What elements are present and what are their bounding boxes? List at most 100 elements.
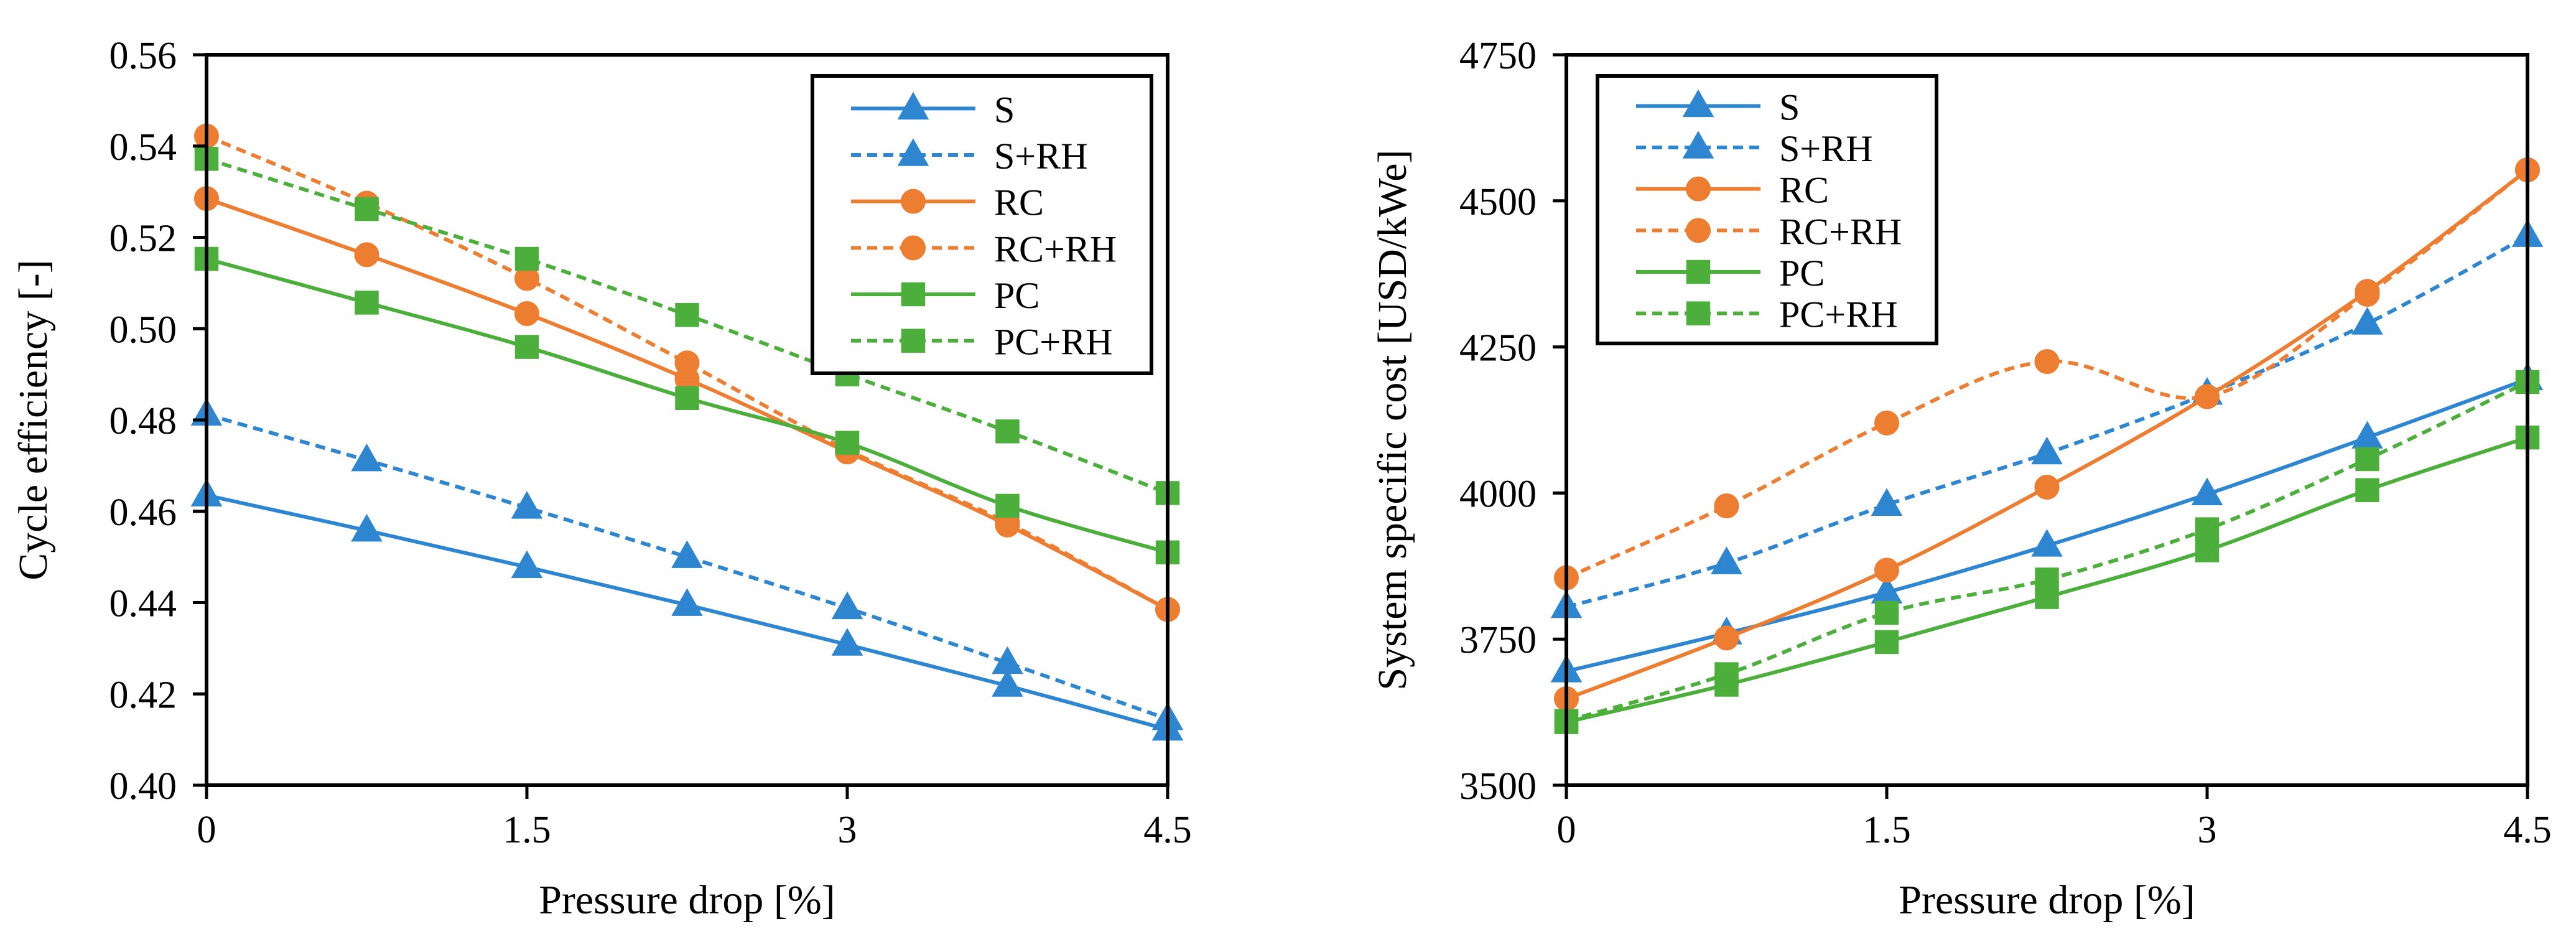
- plot-area: [1565, 53, 2529, 787]
- x-tick-label: 4.5: [2503, 809, 2552, 851]
- legend-label: S: [994, 89, 1015, 130]
- data-point: [835, 431, 860, 455]
- data-point: [1714, 625, 1739, 651]
- data-point: [2195, 538, 2220, 562]
- data-point: [1874, 630, 1899, 655]
- x-axis-label: Pressure drop [%]: [1899, 877, 2195, 923]
- data-point: [2195, 517, 2220, 541]
- data-point: [675, 302, 699, 327]
- x-tick-label: 1.5: [1862, 809, 1911, 851]
- x-tick-label: 0: [197, 809, 216, 851]
- data-point: [992, 669, 1023, 697]
- data-point: [1874, 600, 1899, 625]
- legend-label: RC: [1779, 170, 1829, 211]
- y-tick-label: 0.54: [109, 126, 177, 169]
- data-point: [674, 350, 700, 376]
- data-point: [2035, 567, 2059, 592]
- y-axis-label: Cycle efficiency [-]: [11, 259, 56, 581]
- data-point: [992, 646, 1023, 674]
- cost-chart: 3500 3750 4000 4250 4500 4750 0 1.5 3 4.5 Pressure…: [1370, 35, 2552, 923]
- legend-label: PC+RH: [1779, 294, 1898, 335]
- data-point: [2191, 477, 2223, 506]
- data-point: [995, 419, 1020, 444]
- legend-box: [1596, 74, 1938, 345]
- series-rc-rh: [1554, 157, 2540, 590]
- legend-label: S+RH: [994, 136, 1088, 177]
- data-point: [511, 550, 543, 579]
- legend-marker: [901, 189, 926, 214]
- data-point: [2355, 447, 2379, 472]
- data-point: [355, 291, 379, 315]
- data-point: [831, 628, 863, 656]
- y-tick-label: 4000: [1459, 473, 1537, 515]
- y-tick-label: 0.46: [109, 492, 177, 534]
- y-tick-label: 0.40: [109, 765, 177, 808]
- y-tick-label: 3500: [1459, 765, 1537, 808]
- x-tick-label: 3: [2198, 809, 2217, 851]
- data-point: [1714, 662, 1739, 686]
- x-tick-label: 3: [838, 809, 857, 851]
- data-point: [355, 197, 379, 222]
- data-point: [2034, 349, 2060, 375]
- y-axis-label: System specific cost [USD/kWe]: [1370, 149, 1415, 690]
- x-axis-label: Pressure drop [%]: [539, 877, 835, 923]
- x-tick-label: 1.5: [503, 809, 551, 851]
- legend-label: S+RH: [1779, 128, 1873, 169]
- y-tick-label: 0.48: [109, 400, 177, 442]
- efficiency-chart: 0.40 0.42 0.44 0.46 0.48 0.50 0.52 0.54 0.56 0 1.5…: [11, 35, 1192, 923]
- data-point: [2355, 478, 2379, 502]
- legend: S S+RH RC RC+RH PC PC+RH: [811, 74, 1153, 375]
- legend-marker: [1682, 89, 1714, 118]
- data-point: [1711, 546, 1742, 574]
- y-tick-label: 0.44: [109, 583, 177, 625]
- data-point: [2031, 529, 2063, 557]
- series-s: [190, 478, 1184, 741]
- data-point: [2351, 307, 2383, 335]
- data-point: [354, 242, 379, 268]
- legend-label: RC+RH: [994, 228, 1117, 269]
- legend-marker: [897, 91, 929, 120]
- legend-marker: [901, 329, 926, 353]
- series-line: [1566, 377, 2529, 673]
- y-tick-label: 0.42: [109, 674, 177, 716]
- data-point: [2031, 436, 2063, 465]
- y-tick-label: 0.50: [109, 309, 177, 351]
- data-point: [2034, 475, 2060, 500]
- legend-marker: [1686, 218, 1711, 243]
- y-tick-label: 0.56: [109, 35, 177, 77]
- data-point: [511, 491, 543, 519]
- legend-label: RC: [994, 182, 1044, 223]
- data-point: [1714, 493, 1739, 519]
- legend-marker: [1686, 259, 1711, 284]
- data-point: [675, 386, 699, 411]
- data-point: [351, 513, 383, 542]
- data-point: [831, 591, 863, 620]
- legend-label: S: [1779, 86, 1800, 128]
- legend-marker: [901, 235, 926, 261]
- data-point: [351, 443, 383, 472]
- data-point: [671, 588, 703, 616]
- data-point: [1874, 410, 1899, 436]
- y-tick-label: 3750: [1459, 619, 1537, 661]
- series-s-rh: [190, 398, 1184, 730]
- legend-label: RC+RH: [1779, 211, 1902, 252]
- data-point: [514, 335, 539, 359]
- y-tick-label: 4750: [1459, 35, 1537, 77]
- x-tick-label: 4.5: [1143, 809, 1192, 851]
- x-tick-label: 0: [1557, 809, 1576, 851]
- legend-box: [811, 74, 1153, 375]
- legend-marker: [901, 282, 926, 307]
- data-point: [514, 246, 539, 271]
- legend-label: PC: [994, 275, 1039, 316]
- y-tick-label: 4250: [1459, 327, 1537, 370]
- data-point: [2355, 282, 2380, 307]
- data-point: [514, 301, 539, 327]
- y-tick-label: 0.52: [109, 218, 177, 260]
- legend-label: PC+RH: [994, 322, 1113, 363]
- y-tick-label: 4500: [1459, 181, 1537, 223]
- series-s: [1550, 362, 2544, 683]
- legend-marker: [1682, 131, 1714, 159]
- legend-marker: [897, 138, 929, 166]
